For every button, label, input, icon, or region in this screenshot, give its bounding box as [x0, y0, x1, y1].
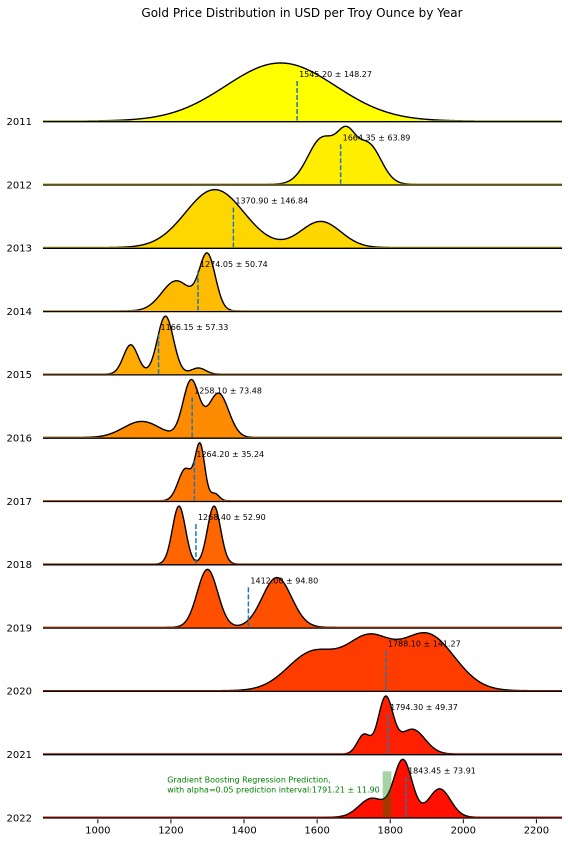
ridge-2021: 1794.30 ± 49.37 2021 [7, 695, 562, 761]
prediction-text-line1: Gradient Boosting Regression Prediction, [167, 775, 330, 784]
year-label-2017: 2017 [7, 497, 32, 508]
x-tick-label-1000: 1000 [85, 825, 110, 836]
mean-label-2017: 1264.20 ± 35.24 [196, 450, 264, 459]
year-label-2019: 2019 [7, 623, 32, 634]
density-fill-2021 [43, 696, 562, 754]
year-label-2020: 2020 [7, 687, 32, 698]
prediction-interval-band [382, 771, 392, 818]
ridge-2015: 1166.15 ± 57.33 2015 [7, 315, 562, 381]
mean-label-2022: 1843.45 ± 73.91 [408, 766, 476, 775]
ridge-2016: 1258.10 ± 73.48 2016 [7, 378, 562, 445]
ridge-2022: Gradient Boosting Regression Prediction,… [7, 758, 562, 824]
mean-label-2012: 1664.35 ± 63.89 [343, 133, 411, 142]
x-axis: 1000 1200 1400 1600 1800 2000 2200 [85, 819, 549, 836]
year-label-2022: 2022 [7, 813, 32, 824]
ridge-2013: 1370.90 ± 146.84 2013 [7, 188, 562, 255]
year-label-2011: 2011 [7, 117, 32, 128]
chart-title: Gold Price Distribution in USD per Troy … [141, 6, 462, 20]
mean-label-2016: 1258.10 ± 73.48 [194, 387, 262, 396]
ridge-2014: 1274.05 ± 50.74 2014 [7, 252, 562, 318]
ridge-2017: 1264.20 ± 35.24 2017 [7, 441, 562, 508]
mean-label-2011: 1545.20 ± 148.27 [299, 70, 372, 79]
year-label-2014: 2014 [7, 307, 32, 318]
density-fill-2017 [43, 442, 562, 501]
x-tick-label-1600: 1600 [304, 825, 329, 836]
x-tick-label-1200: 1200 [158, 825, 183, 836]
prediction-text-line2: with alpha=0.05 prediction interval:1791… [167, 785, 379, 794]
year-label-2012: 2012 [7, 180, 32, 191]
x-tick-label-1800: 1800 [377, 825, 402, 836]
mean-label-2021: 1794.30 ± 49.37 [390, 703, 458, 712]
density-line-2021 [43, 695, 562, 755]
ridge-2012: 1664.35 ± 63.89 2012 [7, 125, 562, 191]
ridge-2019: 1412.00 ± 94.80 2019 [7, 568, 562, 634]
year-label-2018: 2018 [7, 560, 32, 571]
x-tick-label-2200: 2200 [524, 825, 549, 836]
density-fill-2014 [43, 252, 562, 311]
ridge-2011: 1545.20 ± 148.27 2011 [7, 62, 562, 128]
density-fill-2020 [43, 632, 562, 691]
mean-label-2015: 1166.15 ± 57.33 [161, 323, 229, 332]
density-line-2016 [43, 378, 562, 439]
density-fill-2018 [43, 506, 562, 565]
year-label-2021: 2021 [7, 750, 32, 761]
year-label-2016: 2016 [7, 434, 32, 445]
density-fill-2012 [43, 126, 562, 185]
year-label-2015: 2015 [7, 370, 32, 381]
density-line-2014 [43, 252, 562, 312]
density-fill-2015 [43, 316, 562, 375]
density-fill-2022 [43, 759, 562, 818]
density-line-2017 [43, 441, 562, 502]
density-fill-2011 [43, 63, 562, 121]
x-tick-label-1400: 1400 [231, 825, 256, 836]
density-line-2018 [43, 505, 562, 565]
mean-label-2014: 1274.05 ± 50.74 [200, 260, 268, 269]
ridge-2020: 1788.10 ± 141.27 2020 [7, 631, 562, 698]
mean-label-2020: 1788.10 ± 141.27 [388, 640, 461, 649]
mean-label-2018: 1268.40 ± 52.90 [198, 513, 266, 522]
year-label-2013: 2013 [7, 244, 32, 255]
mean-label-2013: 1370.90 ± 146.84 [235, 197, 308, 206]
prediction-annotation: Gradient Boosting Regression Prediction,… [167, 775, 379, 794]
density-fill-2013 [43, 189, 562, 248]
ridge-2018: 1268.40 ± 52.90 2018 [7, 505, 562, 571]
x-tick-label-2000: 2000 [451, 825, 476, 836]
mean-label-2019: 1412.00 ± 94.80 [250, 576, 318, 585]
